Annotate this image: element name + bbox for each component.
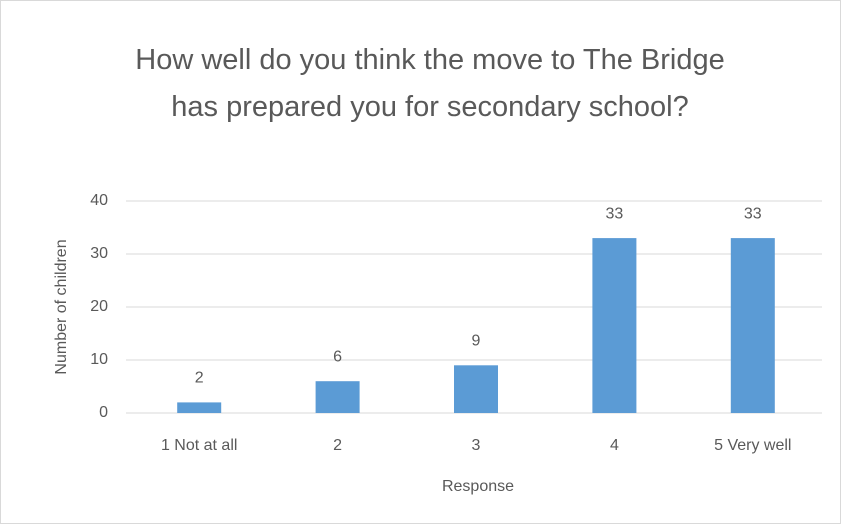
data-label: 2 (195, 370, 204, 387)
bar (592, 238, 637, 413)
x-tick-label: 5 Very well (714, 437, 791, 454)
data-label: 33 (606, 205, 624, 222)
bar (454, 365, 498, 413)
y-tick-label: 40 (90, 192, 108, 209)
x-axis-label: Response (442, 478, 514, 495)
y-tick-label: 10 (90, 351, 108, 368)
data-label: 9 (472, 333, 481, 350)
y-tick-label: 30 (90, 245, 108, 262)
data-label: 33 (744, 205, 762, 222)
bar (315, 381, 360, 413)
bar (177, 402, 222, 413)
x-tick-label: 4 (610, 437, 619, 454)
y-axis-label: Number of children (53, 239, 70, 374)
x-tick-label: 1 Not at all (161, 437, 237, 454)
x-tick-label: 2 (333, 437, 342, 454)
bar (730, 238, 775, 413)
chart-title: How well do you think the move to The Br… (135, 44, 725, 123)
data-label: 6 (333, 348, 342, 365)
y-tick-label: 0 (99, 404, 108, 421)
y-tick-label: 20 (90, 298, 108, 315)
x-tick-label: 3 (472, 437, 481, 454)
